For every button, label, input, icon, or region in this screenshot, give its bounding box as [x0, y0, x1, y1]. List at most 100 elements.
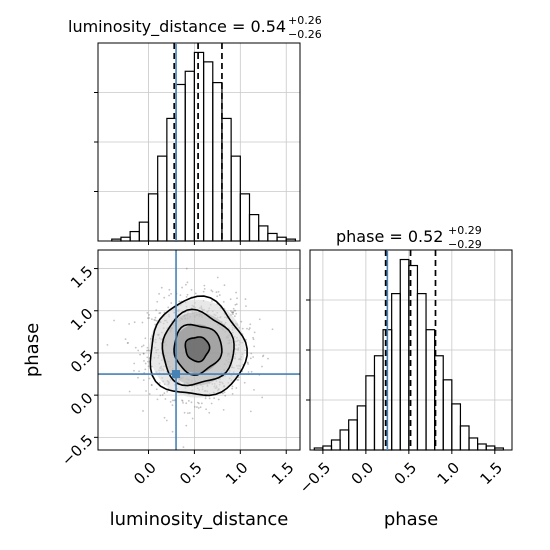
scatter-sample-point	[246, 361, 249, 364]
scatter-sample-point	[231, 385, 234, 388]
luminosity-distance-hist-bar-12	[221, 117, 232, 242]
scatter-sample-point	[208, 411, 211, 414]
scatter-sample-point	[218, 294, 221, 296]
scatter-sample-point	[222, 408, 225, 411]
scatter-sample-point	[128, 390, 131, 393]
scatter-sample-point	[235, 303, 238, 306]
scatter-sample-point	[249, 357, 252, 360]
scatter-sample-point	[133, 369, 135, 372]
y-axis-label-phase: phase	[22, 323, 43, 377]
scatter-sample-point	[156, 319, 158, 322]
scatter-sample-point	[243, 381, 246, 384]
luminosity-distance-title-prefix: luminosity_distance =	[68, 17, 250, 37]
scatter-sample-point	[211, 300, 213, 302]
phase-hist-xtick-label-3: 1.0	[434, 459, 464, 489]
scatter-sample-point	[170, 292, 173, 295]
scatter-sample-point	[217, 398, 220, 401]
scatter-sample-point	[231, 311, 233, 314]
scatter-sample-point	[184, 283, 187, 286]
scatter-sample-point	[253, 345, 256, 348]
density-contour-3	[149, 295, 248, 397]
scatter-sample-point	[222, 392, 224, 395]
scatter-sample-point	[236, 379, 239, 381]
scatter-sample-point	[231, 392, 234, 395]
scatter-sample-point	[158, 312, 161, 315]
x-axis-label-phase: phase	[384, 509, 438, 530]
scatter-sample-point	[143, 360, 145, 362]
scatter-sample-point	[140, 345, 143, 348]
scatter-sample-point	[248, 328, 250, 331]
scatter-sample-point	[217, 290, 220, 293]
scatter-sample-point	[148, 314, 150, 316]
scatter-sample-point	[253, 331, 256, 334]
scatter-sample-point	[261, 365, 263, 368]
luminosity-distance-hist-bar-8	[184, 70, 196, 242]
scatter-sample-point	[261, 396, 264, 399]
phase-hist-bar-7	[373, 355, 384, 451]
luminosity-distance-plus-error: +0.26	[288, 14, 322, 27]
scatter-sample-point	[128, 323, 131, 325]
scatter-sample-point	[224, 394, 227, 397]
scatter-xtick-label-0: 0.0	[130, 459, 160, 489]
phase-hist-bar-15	[442, 379, 453, 451]
luminosity-distance-hist-bar-16	[258, 225, 269, 242]
phase-hist-bar-20	[485, 445, 496, 451]
phase-title: phase = 0.52	[336, 227, 443, 246]
phase-histogram-panel: −0.5 0.0 0.5 1.0 1.5 phase = 0.52 +0.29 −0.2…	[296, 224, 513, 530]
luminosity-distance-hist-bar-4	[147, 193, 159, 242]
luminosity-distance-minus-error: −0.26	[288, 28, 322, 41]
scatter-sample-point	[181, 399, 183, 402]
scatter-sample-point	[222, 300, 225, 303]
scatter-sample-point	[261, 355, 264, 358]
scatter-sample-point	[170, 302, 173, 304]
scatter-sample-point	[193, 406, 196, 408]
luminosity-distance-hist-bar-19	[285, 238, 297, 242]
scatter-sample-point	[185, 295, 188, 298]
scatter-sample-point	[198, 402, 200, 405]
scatter-sample-point	[182, 446, 185, 449]
scatter-sample-point	[234, 309, 237, 312]
scatter-sample-point	[138, 370, 140, 373]
scatter-sample-point	[168, 288, 171, 291]
luminosity-distance-hist-bar-7	[175, 83, 186, 242]
scatter-sample-point	[146, 346, 149, 349]
luminosity-distance-hist-bar-3	[138, 221, 150, 242]
scatter-ytick-label-4: 1.5	[67, 262, 97, 292]
scatter-sample-point	[146, 356, 149, 359]
luminosity-distance-hist-bar-5	[157, 155, 168, 242]
scatter-sample-point	[232, 311, 235, 314]
luminosity-distance-hist-bar-18	[276, 236, 287, 242]
scatter-sample-point	[173, 399, 176, 402]
scatter-sample-point	[235, 312, 238, 315]
scatter-xtick-label-1: 0.5	[176, 459, 206, 489]
luminosity-distance-histogram-panel: luminosity_distance = 0.54 +0.26 −0.26	[68, 14, 322, 245]
scatter-sample-point	[142, 410, 144, 412]
scatter-sample-point	[186, 281, 189, 284]
scatter-sample-point	[142, 352, 145, 355]
scatter-sample-point	[250, 352, 253, 355]
scatter-sample-point	[213, 397, 216, 400]
scatter-sample-point	[253, 388, 255, 391]
scatter-sample-point	[210, 289, 213, 292]
scatter-sample-point	[126, 342, 129, 344]
scatter-sample-point	[154, 316, 157, 319]
scatter-sample-point	[252, 338, 255, 341]
scatter-sample-point	[244, 298, 247, 300]
scatter-sample-point	[187, 399, 190, 402]
phase-hist-bar-0	[313, 447, 324, 451]
scatter-sample-point	[247, 371, 250, 373]
scatter-sample-point	[127, 341, 129, 344]
scatter-sample-point	[142, 352, 145, 355]
scatter-sample-point	[144, 337, 147, 340]
scatter-sample-point	[194, 292, 197, 295]
scatter-sample-point	[150, 384, 153, 387]
scatter-sample-point	[231, 311, 234, 314]
scatter-sample-point	[258, 318, 261, 321]
scatter-sample-point	[252, 336, 254, 339]
scatter-sample-point	[196, 406, 198, 408]
scatter-sample-point	[163, 392, 166, 395]
phase-hist-bar-10	[399, 258, 410, 451]
scatter-sample-point	[208, 397, 211, 400]
scatter-sample-point	[210, 402, 213, 405]
scatter-sample-point	[199, 406, 202, 409]
